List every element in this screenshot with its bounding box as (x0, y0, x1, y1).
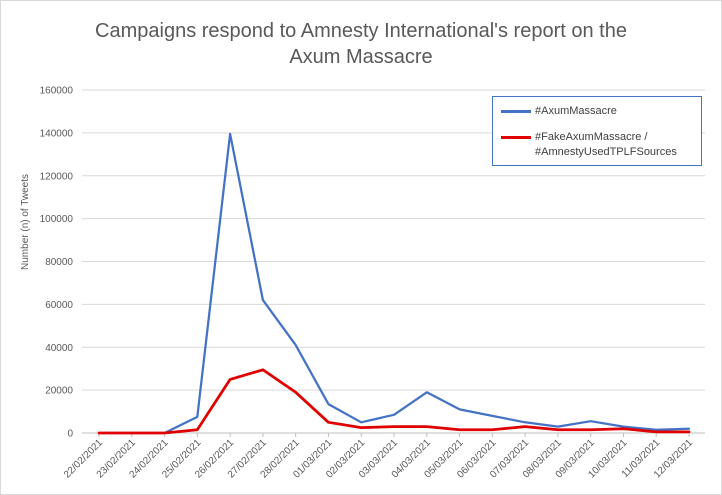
legend-swatch-red (501, 136, 531, 139)
legend-label-line2: #AmnestyUsedTPLFSources (535, 146, 677, 158)
y-tick-label: 40000 (45, 343, 73, 354)
chart-title-line2: Axum Massacre (289, 46, 433, 68)
y-tick-label: 100000 (40, 214, 74, 225)
y-tick-label: 60000 (45, 300, 73, 311)
y-axis: 0 20000 40000 60000 80000 100000 120000 140000 1… (40, 86, 74, 440)
legend-item-axummassacre: #AxumMassacre (501, 104, 617, 119)
series-line-axummassacre (97, 132, 691, 435)
legend-item-fakeaxummassacre: #FakeAxumMassacre / #AmnestyUsedTPLFSour… (501, 130, 677, 160)
chart-title-line1: Campaigns respond to Amnesty Internation… (95, 20, 627, 42)
y-tick-label: 160000 (40, 86, 74, 97)
legend-swatch-blue (501, 110, 531, 113)
legend: #AxumMassacre #FakeAxumMassacre / #Amnes… (492, 96, 702, 166)
legend-label-line1: #FakeAxumMassacre / (535, 131, 648, 143)
y-tick-label: 120000 (40, 171, 74, 182)
chart-title: Campaigns respond to Amnesty Internation… (0, 18, 722, 70)
y-tick-label: 80000 (45, 257, 73, 268)
y-tick-label: 20000 (45, 386, 73, 397)
series-line-fakeaxummassacre (97, 368, 691, 435)
y-tick-label: 140000 (40, 128, 74, 139)
y-axis-label: Number (n) of Tweets (20, 174, 31, 270)
y-tick-label: 0 (67, 429, 73, 440)
x-axis: 22/02/202123/02/202124/02/202125/02/2021… (62, 432, 705, 481)
legend-label-axummassacre: #AxumMassacre (535, 105, 617, 117)
series-lines (97, 132, 691, 435)
legend-label-fakeaxummassacre: #FakeAxumMassacre / #AmnestyUsedTPLFSour… (535, 130, 677, 160)
gridlines (82, 89, 705, 391)
